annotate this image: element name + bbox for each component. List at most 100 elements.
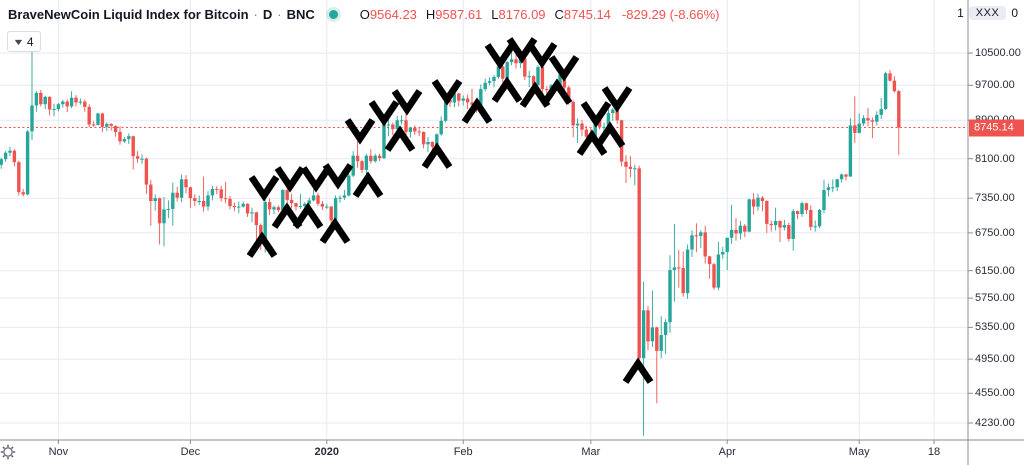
candle [215,188,219,190]
time-tick-label: 18 [927,446,941,458]
chevron-up-marker[interactable] [519,81,551,108]
candle [773,221,778,226]
candle [113,125,118,132]
symbol-title[interactable]: BraveNewCoin Liquid Index for Bitcoin [8,7,249,22]
chevron-up-marker[interactable] [271,202,303,229]
price-tick-label: 7350.00 [975,192,1015,205]
candle [333,198,338,221]
candle [21,192,25,195]
chevron-down-marker[interactable] [601,86,633,113]
candle [707,256,712,265]
candle [276,207,281,210]
candle [465,98,470,103]
chevron-down-marker[interactable] [526,42,558,69]
candle [765,201,769,224]
price-tick-label: 6750.00 [975,226,1015,239]
collapse-drawings-button[interactable]: ▼ 4 [7,31,41,52]
candle [241,203,245,207]
candle [34,92,39,106]
candle [509,59,514,63]
candle [303,203,307,207]
candle [606,113,611,127]
candle [118,131,122,142]
candle [430,141,435,147]
chevron-down-marker[interactable] [548,55,580,82]
candle [492,77,496,82]
candle [131,136,135,157]
candle [646,310,650,342]
candle [866,118,870,121]
chevron-up-marker[interactable] [384,125,416,152]
candle [245,203,250,214]
candle [404,120,408,132]
high-label: H [425,7,436,22]
candle [373,155,377,162]
ohlc-readout: O9564.23 H9587.61 L8176.09 C8745.14 -829… [360,7,720,22]
exchange-label[interactable]: BNC [286,7,315,22]
chevron-down-marker[interactable] [580,101,612,128]
chevron-down-marker[interactable] [248,175,280,202]
chevron-up-marker[interactable] [594,121,626,148]
candle [487,81,492,83]
chevron-down-icon: ▼ [12,36,25,47]
candle [470,102,474,105]
candle [888,73,892,81]
candle [421,131,426,145]
candle [91,124,96,126]
chevron-up-marker[interactable] [421,142,453,169]
candle [756,197,760,207]
widget-chip[interactable]: XXX [968,6,1007,20]
candle [637,168,641,359]
candle [795,211,800,214]
candle [223,198,228,200]
candle [52,109,56,111]
candle [338,197,342,199]
market-status-dot-icon[interactable] [328,10,338,19]
chevron-up-marker[interactable] [541,78,573,105]
candle [712,264,716,288]
interval-label[interactable]: D [262,7,273,22]
chevron-up-marker[interactable] [292,202,324,229]
time-tick-label: Dec [180,446,201,458]
price-tick-label: 4950.00 [975,353,1015,366]
candle [694,235,699,237]
candle [857,123,861,133]
chevron-down-marker[interactable] [300,166,332,193]
candle [30,105,34,132]
candle [672,267,677,270]
candle [69,97,74,107]
chevron-up-marker[interactable] [461,97,493,124]
candle [782,225,787,228]
chevron-down-marker[interactable] [391,89,423,116]
chevron-up-marker[interactable] [491,76,523,103]
candle [721,252,725,255]
price-tick-label: 4550.00 [975,387,1015,400]
candle [201,201,206,207]
chevron-down-marker[interactable] [368,100,400,127]
chevron-down-marker[interactable] [322,163,354,190]
candle [87,106,91,125]
chevron-up-marker[interactable] [319,217,351,244]
candle [237,206,241,208]
candle [228,198,232,207]
candle [725,237,729,252]
candle [47,96,52,110]
chevron-down-marker[interactable] [274,166,306,193]
candle [879,109,883,115]
candle [602,126,606,128]
chevron-down-marker[interactable] [344,118,376,145]
chevron-up-marker[interactable] [352,171,384,198]
candle [681,268,685,294]
chevron-down-marker[interactable] [484,43,516,70]
candle [250,212,254,214]
gear-icon[interactable] [0,444,16,460]
candle [685,249,690,294]
chevron-up-marker[interactable] [246,231,278,258]
candle [751,199,756,207]
candle [105,124,109,127]
chevron-up-marker[interactable] [622,357,654,384]
candle [127,136,131,140]
chevron-down-marker[interactable] [431,79,463,106]
